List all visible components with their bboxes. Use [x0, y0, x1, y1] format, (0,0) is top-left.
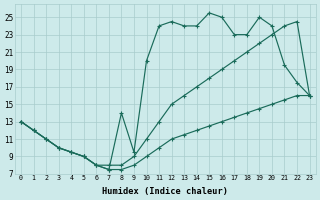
X-axis label: Humidex (Indice chaleur): Humidex (Indice chaleur) — [102, 187, 228, 196]
